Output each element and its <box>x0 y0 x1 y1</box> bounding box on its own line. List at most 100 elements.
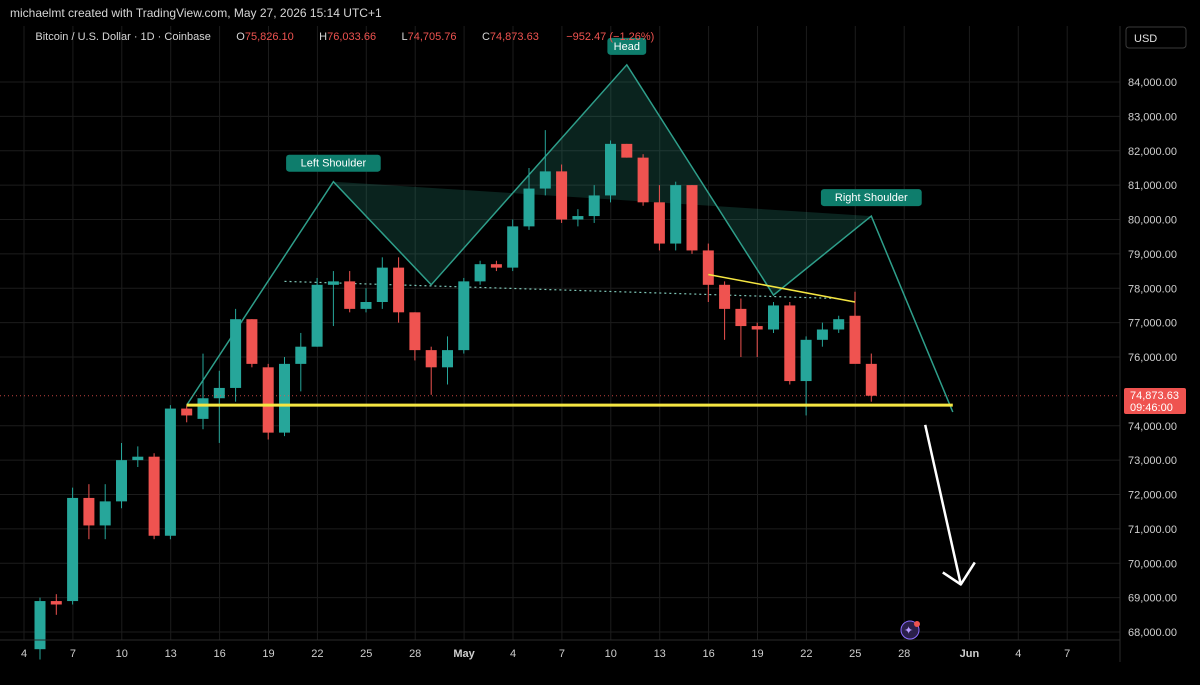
candle <box>719 281 731 340</box>
candle <box>605 140 616 203</box>
high-value: 76,033.66 <box>327 31 376 43</box>
currency-button[interactable]: USD <box>1125 26 1187 49</box>
head-and-shoulders-pattern <box>186 63 954 413</box>
candle-body <box>327 281 339 285</box>
close-value: 74,873.63 <box>490 31 539 43</box>
candle <box>409 312 421 361</box>
y-tick-label: 73,000.00 <box>1128 455 1177 467</box>
price-badge-countdown: 09:46:00 <box>1130 402 1173 414</box>
candle <box>556 164 568 223</box>
candle <box>572 209 584 227</box>
candle-body <box>442 350 453 368</box>
candle-body <box>50 601 62 605</box>
candle <box>164 405 176 540</box>
attribution-text: michaelmt created with TradingView.com, … <box>10 6 382 20</box>
candle <box>99 484 111 540</box>
right-shoulder-label-box <box>820 189 922 207</box>
candle <box>279 357 290 437</box>
candle <box>490 260 502 272</box>
candle <box>116 442 127 509</box>
x-tick-label: 28 <box>898 648 910 660</box>
candle <box>83 484 95 540</box>
candle <box>523 167 535 230</box>
candle-body <box>148 456 160 536</box>
candle-body <box>376 267 388 302</box>
candle <box>816 322 828 347</box>
candle-body <box>409 312 421 351</box>
price-badge-price: 74,873.63 <box>1130 390 1179 402</box>
candle <box>425 346 437 395</box>
x-tick-label: 25 <box>849 648 861 660</box>
x-tick-label: 19 <box>751 648 763 660</box>
y-tick-label: 71,000.00 <box>1128 524 1177 536</box>
candle <box>148 453 160 540</box>
candle-body <box>490 264 502 268</box>
candle <box>344 271 356 313</box>
candle-body <box>523 188 535 227</box>
candle-body <box>653 202 665 244</box>
candle-body <box>279 363 290 433</box>
y-tick-label: 74,000.00 <box>1128 421 1177 433</box>
candle-body <box>458 281 470 351</box>
low-label: L <box>401 31 407 43</box>
y-tick-label: 79,000.00 <box>1128 249 1177 261</box>
candle-body <box>164 408 176 536</box>
x-tick-label: 22 <box>800 648 812 660</box>
candle-body <box>735 308 747 327</box>
x-tick-label: 4 <box>1015 648 1021 660</box>
y-tick-label: 80,000.00 <box>1128 215 1177 227</box>
close-label: C <box>482 31 490 43</box>
candle-body <box>572 216 584 220</box>
candle <box>735 298 747 357</box>
candle <box>34 597 46 660</box>
candle <box>800 336 812 416</box>
x-tick-label: 4 <box>21 648 27 660</box>
change-value: −952.47 (−1.26%) <box>566 31 654 43</box>
candle-body <box>83 497 95 526</box>
left-shoulder-label-box <box>286 154 381 172</box>
candle-body <box>360 302 372 309</box>
trend-line <box>708 273 856 303</box>
candle-body <box>393 267 405 313</box>
currency-button-label[interactable]: USD <box>1134 33 1157 45</box>
candle-body <box>833 319 845 330</box>
candle <box>442 336 453 385</box>
candle-body <box>181 408 193 416</box>
candle-body <box>686 185 698 251</box>
candle <box>262 363 274 440</box>
y-tick-label: 84,000.00 <box>1128 77 1177 89</box>
candle-body <box>556 171 568 220</box>
candle <box>230 308 242 402</box>
candle-body <box>425 350 437 368</box>
y-tick-label: 72,000.00 <box>1128 490 1177 502</box>
low-value: 74,705.76 <box>408 31 457 43</box>
candle <box>653 185 665 251</box>
candle <box>768 302 779 333</box>
y-tick-label: 82,000.00 <box>1128 146 1177 158</box>
candle <box>360 288 372 313</box>
x-tick-label: 13 <box>654 648 666 660</box>
overlay-lines <box>0 273 1120 586</box>
candle-body <box>262 367 274 433</box>
symbol-text: Bitcoin / U.S. Dollar · 1D · Coinbase <box>35 31 210 43</box>
assistant-sparkle-icon[interactable]: ✦ <box>900 620 920 640</box>
candle-body <box>702 250 714 285</box>
candle-body <box>751 326 763 330</box>
x-tick-label: May <box>453 648 475 660</box>
candle-body <box>474 264 486 282</box>
pattern-outline <box>186 63 954 413</box>
y-tick-label: 77,000.00 <box>1128 318 1177 330</box>
candle <box>295 332 307 392</box>
candle <box>474 260 486 285</box>
candle <box>246 319 258 368</box>
candle <box>539 130 551 196</box>
candle <box>327 271 339 327</box>
time-axis: 4 7 10 13 16 19 22 25 28 May 4 7 10 13 16 19 22 25 28 Jun 4 7 <box>21 648 1070 660</box>
candle-body <box>784 305 796 382</box>
candle-body <box>34 601 46 650</box>
candle <box>197 353 209 430</box>
right-shoulder-label-text: Right Shoulder <box>835 192 908 204</box>
candle-body <box>213 387 225 399</box>
candle <box>213 370 225 443</box>
y-tick-label: 78,000.00 <box>1128 283 1177 295</box>
